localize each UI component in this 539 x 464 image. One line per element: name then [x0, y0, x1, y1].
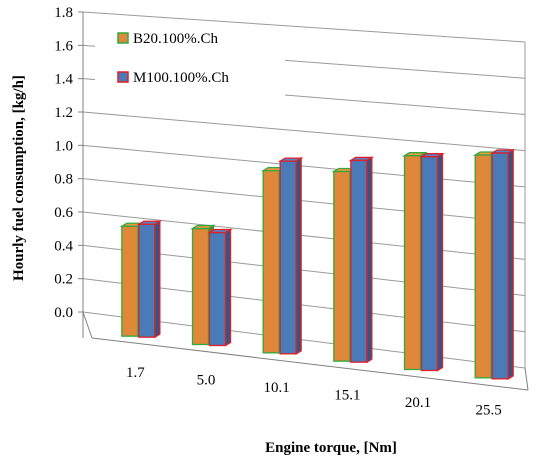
x-tick-label: 20.1: [405, 395, 431, 411]
gridline: [82, 111, 526, 152]
gridline: [82, 144, 526, 188]
bar-m100-1.7: [136, 220, 163, 339]
floor-right-edge: [524, 367, 529, 391]
legend-label-b20: B20.100%.Ch: [133, 31, 219, 47]
bar-side: [154, 220, 161, 339]
x-axis-line: [91, 337, 529, 391]
y-axis-title: Hourly fuel consumption, [kg/h]: [11, 75, 27, 281]
bar-front: [420, 156, 439, 372]
bar-front: [279, 160, 297, 355]
y-tick-label: 1.2: [54, 105, 73, 121]
bar-m100-10.1: [277, 156, 304, 355]
x-tick-labels: 1.7 5.0 10.1 15.1 20.1 25.5: [126, 365, 502, 419]
bar-front: [491, 152, 509, 380]
y-tick-label: 0.6: [54, 205, 73, 221]
y-tick-label: 1.8: [54, 5, 73, 21]
x-tick-label: 1.7: [126, 365, 145, 381]
bar-m100-5.0: [207, 228, 233, 347]
bar-front: [191, 227, 210, 346]
bar-side: [436, 152, 444, 372]
bar-side: [507, 148, 514, 380]
x-tick-label: 25.5: [476, 402, 502, 418]
bar-front: [208, 231, 227, 347]
y-tick-label: 0.2: [54, 272, 73, 288]
bar-front: [138, 223, 156, 338]
legend-swatch-m100: [117, 71, 129, 83]
gridline: [82, 211, 526, 260]
y-tick-label: 0.0: [54, 305, 73, 321]
legend-label-m100: M100.100%.Ch: [133, 70, 229, 86]
bar-front: [403, 155, 422, 371]
y-tick-label: 1.0: [54, 138, 73, 154]
floor-left-edge: [82, 311, 93, 339]
y-tick-label: 1.4: [54, 72, 73, 88]
y-tick-labels: 0.0 0.2 0.4 0.6 0.8 1.0 1.2 1.4 1.6 1.8: [54, 5, 73, 321]
bar-side: [224, 228, 232, 347]
bar-front: [333, 170, 351, 362]
legend: B20.100%.Ch M100.100%.Ch: [95, 27, 285, 105]
bar-m100-25.5: [489, 148, 516, 380]
y-tick-label: 1.6: [54, 38, 73, 54]
legend-swatch-b20: [117, 32, 129, 44]
bar-front: [474, 154, 492, 379]
bar-side: [295, 156, 302, 355]
bar-front: [262, 170, 280, 354]
gridline: [82, 11, 526, 43]
x-tick-label: 5.0: [197, 372, 216, 388]
bar-side: [366, 156, 373, 364]
bar-m100-15.1: [348, 156, 375, 364]
y-tick-label: 0.8: [54, 172, 73, 188]
bar-front: [350, 159, 368, 363]
x-tick-label: 10.1: [264, 380, 290, 396]
gridline: [82, 178, 526, 224]
bar-m100-20.1: [419, 152, 445, 372]
bars: [119, 148, 516, 380]
bar-front: [121, 225, 139, 337]
y-tick-label: 0.4: [54, 238, 73, 254]
x-tick-label: 15.1: [334, 387, 360, 403]
plot-walls: [82, 12, 529, 391]
x-axis-title: Engine torque, [Nm]: [265, 440, 397, 456]
